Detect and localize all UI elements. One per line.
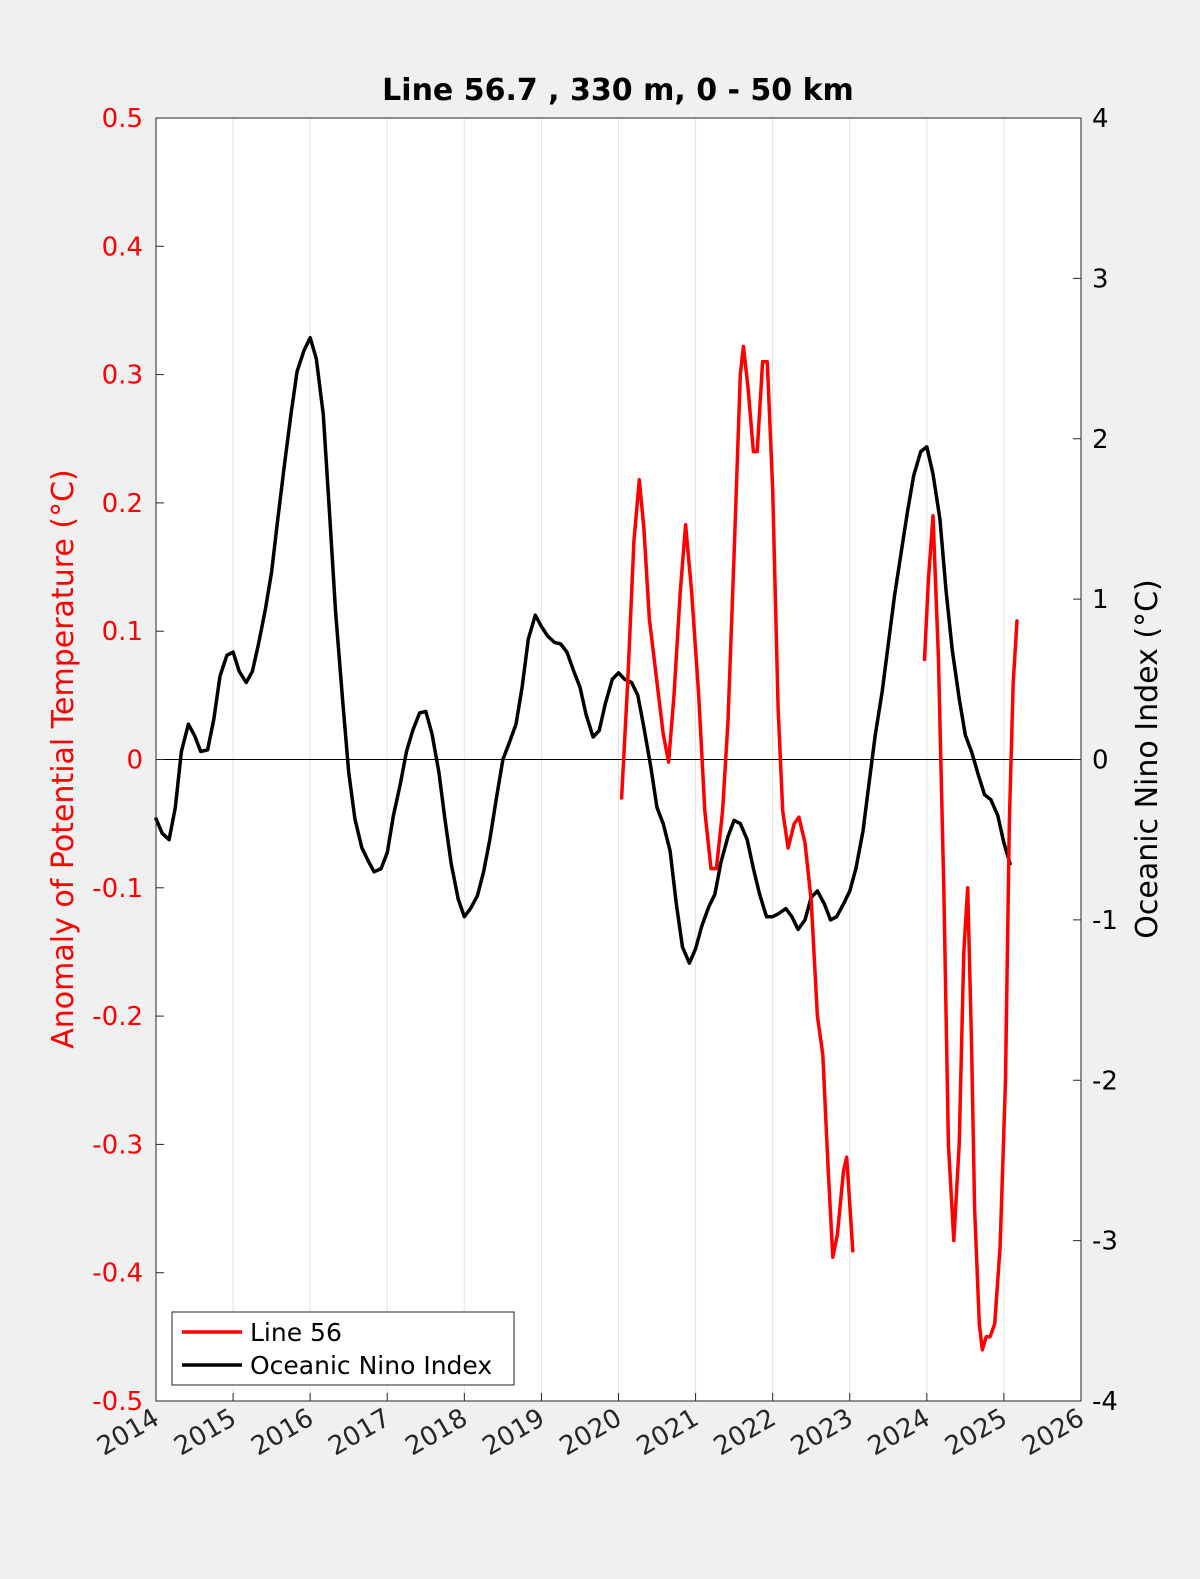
x-tick-label: 2022 [709, 1403, 781, 1462]
left-tick-label: -0.4 [92, 1259, 143, 1289]
left-tick-label: 0.2 [102, 489, 143, 519]
chart-title: Line 56.7 , 330 m, 0 - 50 km [382, 73, 854, 108]
legend: Line 56 Oceanic Nino Index [171, 1311, 515, 1386]
x-tick-label: 2015 [169, 1403, 241, 1462]
left-tick-label: -0.1 [92, 874, 143, 904]
x-tick-label: 2023 [786, 1403, 858, 1462]
x-tick-label: 2019 [478, 1403, 550, 1462]
series-layer [154, 335, 1019, 1352]
left-tick-label: 0.1 [102, 617, 143, 647]
series-line-line56 [619, 344, 855, 1260]
left-tick-label: -0.2 [92, 1002, 143, 1032]
x-tick-label: 2017 [323, 1403, 395, 1462]
right-tick-label: -1 [1092, 906, 1118, 936]
left-tick-label: 0 [126, 746, 143, 776]
right-tick-label: -2 [1092, 1066, 1118, 1096]
right-tick-label: 4 [1092, 104, 1109, 134]
right-tick-label: 1 [1092, 585, 1109, 615]
legend-label-line56: Line 56 [250, 1318, 342, 1347]
right-tick-label: 2 [1092, 425, 1109, 455]
left-tick-label: 0.4 [102, 232, 143, 262]
legend-box [171, 1311, 515, 1386]
x-tick-label: 2018 [401, 1403, 473, 1462]
right-tick-label: 3 [1092, 264, 1109, 294]
right-tick-label: -3 [1092, 1227, 1118, 1257]
left-tick-label: 0.5 [102, 104, 143, 134]
x-tick-label: 2025 [940, 1403, 1012, 1462]
legend-label-oni: Oceanic Nino Index [250, 1351, 492, 1380]
left-tick-label: -0.3 [92, 1130, 143, 1160]
x-tick-label: 2020 [555, 1403, 627, 1462]
x-tick-label: 2016 [246, 1403, 318, 1462]
x-tick-label: 2021 [632, 1403, 704, 1462]
right-tick-label: 0 [1092, 746, 1109, 776]
x-tick-label: 2024 [863, 1403, 935, 1462]
series-line-oceanic-nino-index [154, 335, 1012, 965]
series-line-line56 [922, 513, 1019, 1352]
left-tick-label: -0.5 [92, 1387, 143, 1417]
x-tick-label: 2026 [1017, 1403, 1089, 1462]
right-axis-label: Oceanic Nino Index (°C) [1130, 579, 1165, 939]
left-axis-label: Anomaly of Potential Temperature (°C) [46, 469, 81, 1048]
left-tick-label: 0.3 [102, 361, 143, 391]
right-tick-label: -4 [1092, 1387, 1118, 1417]
